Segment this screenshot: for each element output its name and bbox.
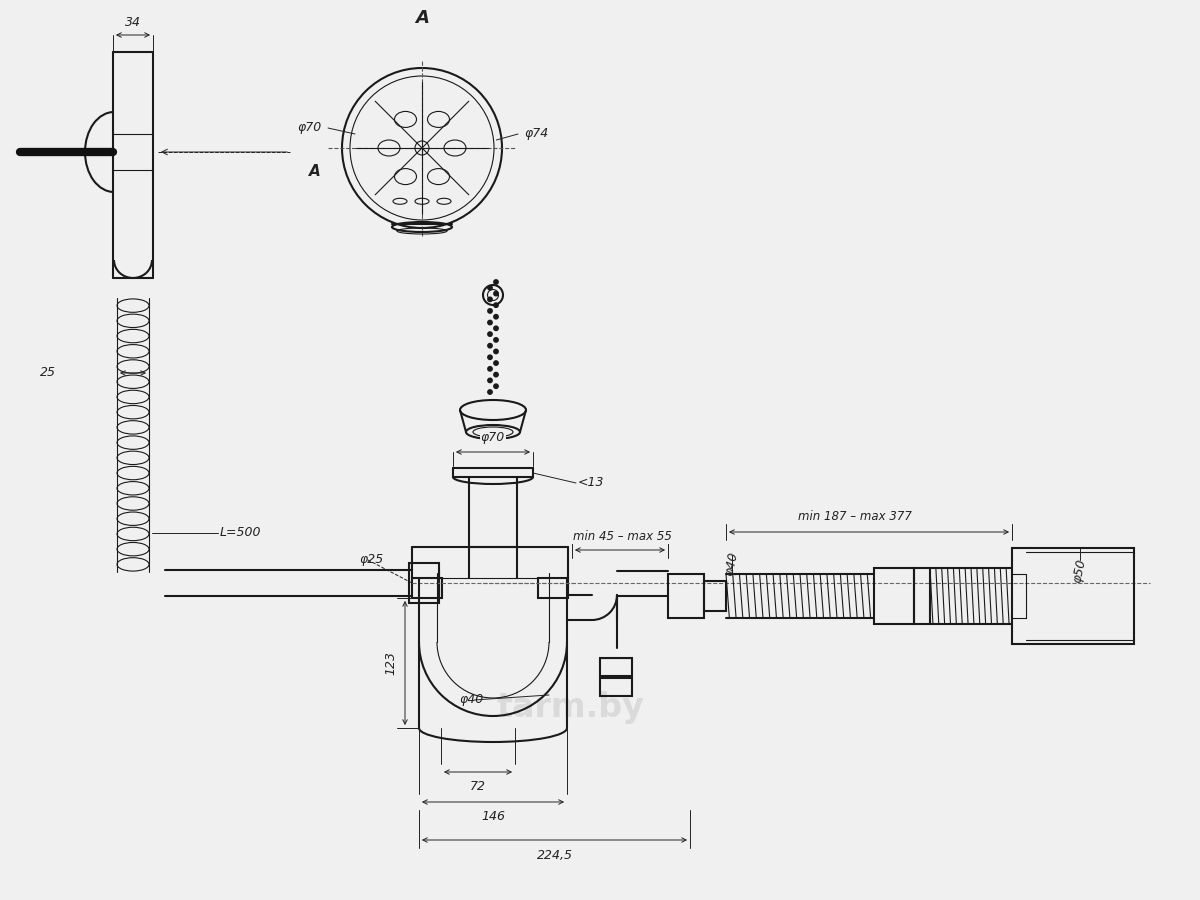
Bar [874,568,914,624]
Text: <13: <13 [578,476,605,490]
Bar [412,578,442,598]
Bar [914,568,930,624]
Text: φ40: φ40 [460,694,484,706]
Circle shape [487,344,492,348]
Text: tarm.by: tarm.by [496,691,644,725]
Bar [704,581,726,611]
Text: 224,5: 224,5 [536,849,572,861]
Bar [600,658,632,676]
Circle shape [494,303,498,308]
Text: φ74: φ74 [524,128,548,140]
Text: 72: 72 [470,780,486,794]
Text: 146: 146 [481,809,505,823]
Circle shape [494,292,498,296]
Circle shape [487,366,492,371]
Circle shape [494,373,498,377]
Circle shape [487,332,492,337]
Circle shape [487,285,492,290]
Text: 25: 25 [40,366,56,380]
Bar [409,563,439,603]
Circle shape [487,320,492,325]
Text: φ50: φ50 [1072,558,1088,584]
Text: φ70: φ70 [481,431,505,445]
Bar [600,678,632,696]
Circle shape [487,309,492,313]
Text: L=500: L=500 [220,526,262,539]
Text: min 45 – max 55: min 45 – max 55 [572,529,672,543]
Circle shape [487,297,492,302]
Circle shape [487,390,492,394]
Text: A: A [310,165,320,179]
Circle shape [494,280,498,284]
Text: φ25: φ25 [360,554,384,566]
Text: φ40: φ40 [724,551,740,577]
Text: A: A [415,9,428,27]
Bar [668,574,704,618]
Text: 34: 34 [125,15,142,29]
Text: min 187 – max 377: min 187 – max 377 [798,509,912,523]
Circle shape [487,356,492,359]
Circle shape [494,314,498,319]
Text: φ70: φ70 [298,122,322,134]
Bar [538,578,568,598]
Bar [1012,548,1134,644]
Circle shape [494,361,498,365]
Circle shape [494,338,498,342]
Circle shape [494,326,498,330]
Circle shape [487,378,492,382]
Circle shape [494,349,498,354]
Circle shape [494,384,498,389]
Text: 123: 123 [384,651,397,675]
